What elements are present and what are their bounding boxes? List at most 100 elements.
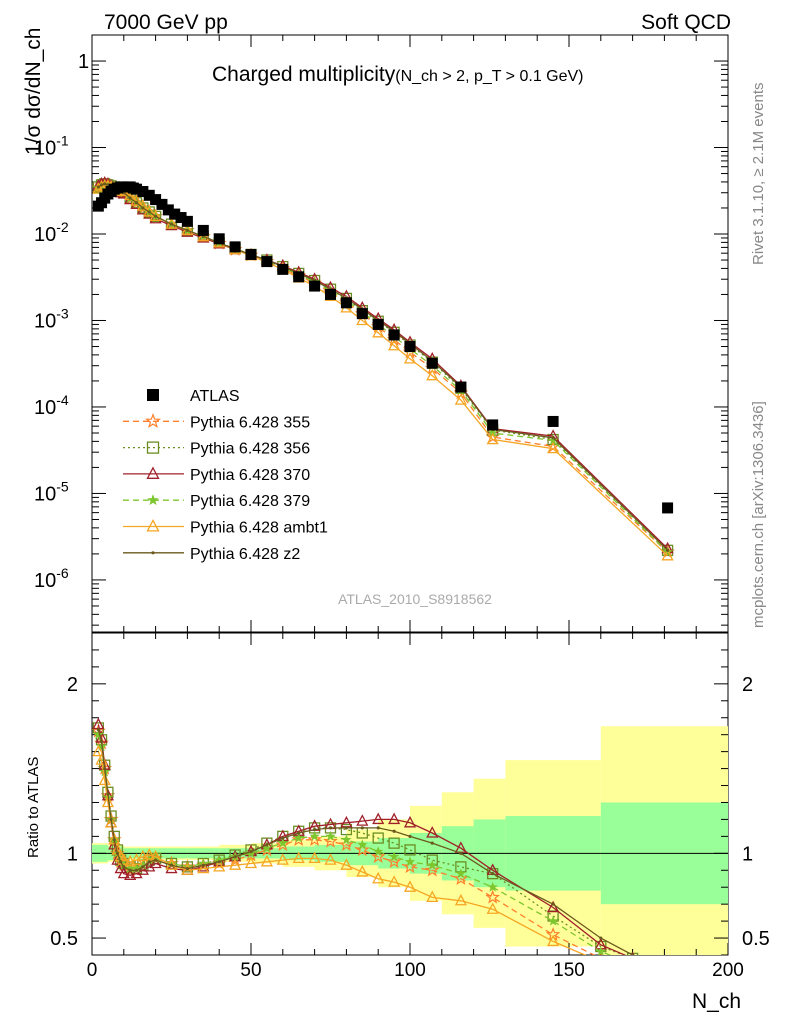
ratio-y-tick-label: 2 [67,674,78,696]
data-point [281,836,285,840]
series-line [98,184,669,553]
data-point [547,415,559,427]
data-point [293,271,305,283]
data-point [162,204,174,216]
ratio-y-tick-label: 0.5 [50,928,78,950]
data-point [245,248,257,260]
data-point [404,856,416,867]
data-point [386,854,402,868]
title-cut-text: (N_ch > 2, p_T > 0.1 GeV) [395,68,583,85]
data-point [261,842,273,853]
rivet-version-label: Rivet 3.1.10, ≥ 2.1M events [750,83,767,266]
data-point [134,868,139,872]
data-point [147,389,159,401]
data-point [137,859,149,870]
main-y-tick-label: 10-6 [34,565,69,592]
data-point [122,865,126,869]
data-point [149,856,162,869]
legend-label: Pythia 6.428 z2 [190,546,300,563]
data-point [323,833,338,848]
data-point [128,868,132,872]
data-point [244,856,258,869]
data-point [147,860,151,864]
main-y-axis-title: 1/σ dσ/dN_ch [22,28,45,156]
data-point [292,851,305,864]
data-point [124,863,136,873]
data-point [491,872,495,876]
data-point [99,183,104,187]
data-point [185,866,189,871]
x-tick-label: 50 [240,960,261,981]
data-point [376,826,380,830]
series-pythia-6-428-356 [92,178,674,556]
data-point [147,494,159,506]
legend-label: ATLAS [190,388,240,405]
data-point [356,313,369,326]
data-point [151,551,155,555]
data-point [661,548,674,561]
data-point [103,766,107,771]
data-point [486,902,499,914]
data-point [357,839,368,850]
data-point [453,870,469,886]
data-point [115,851,120,855]
data-point [93,729,104,740]
data-point [182,861,193,872]
series-pythia-6-428-z2 [96,182,670,552]
data-point [547,441,560,454]
main-y-tick-label: 10-4 [34,392,69,419]
data-point [213,233,225,245]
data-point [340,858,353,870]
data-point [313,827,317,832]
data-point [547,934,560,947]
data-point [426,357,438,369]
data-point [150,194,162,206]
data-point [134,201,139,205]
data-point [388,837,400,849]
data-point [261,256,273,268]
data-point [101,795,114,808]
data-point [427,859,438,870]
data-point [201,863,205,867]
x-tick-label: 150 [553,960,585,981]
ratio-y-tick-label: 1 [67,843,78,865]
data-point [426,368,439,381]
data-point [339,837,354,852]
data-point [454,893,467,906]
series-pythia-6-428-355 [92,177,675,559]
series-line [98,184,669,553]
data-point [106,792,110,796]
data-point [308,851,321,864]
data-point [197,224,209,236]
axis-ticks [91,34,729,956]
data-point [233,855,237,859]
legend-item: ATLAS [147,388,240,405]
data-point [403,351,417,364]
data-point [165,861,178,874]
data-point [551,902,555,906]
data-point [146,466,160,479]
data-point [403,880,417,892]
series-pythia-6-428-370 [92,175,674,554]
data-point [392,829,396,833]
data-point [141,206,145,210]
data-point [455,381,467,393]
data-point [402,859,418,874]
data-point [424,862,440,877]
main-y-tick-label: 10-1 [34,133,69,160]
data-point [459,851,463,855]
data-point [146,519,160,532]
data-point [426,890,439,903]
data-point [154,858,158,862]
series-line [98,183,669,551]
series-line [97,729,633,955]
data-point [595,946,606,955]
data-point [229,241,241,253]
legend-item: Pythia 6.428 370 [123,466,310,484]
data-point [356,814,369,826]
data-point [214,854,225,865]
ratio-series-group [92,717,639,955]
series-line [98,182,669,550]
data-point [229,858,242,870]
legend-item: Pythia 6.428 ambt1 [123,519,328,537]
